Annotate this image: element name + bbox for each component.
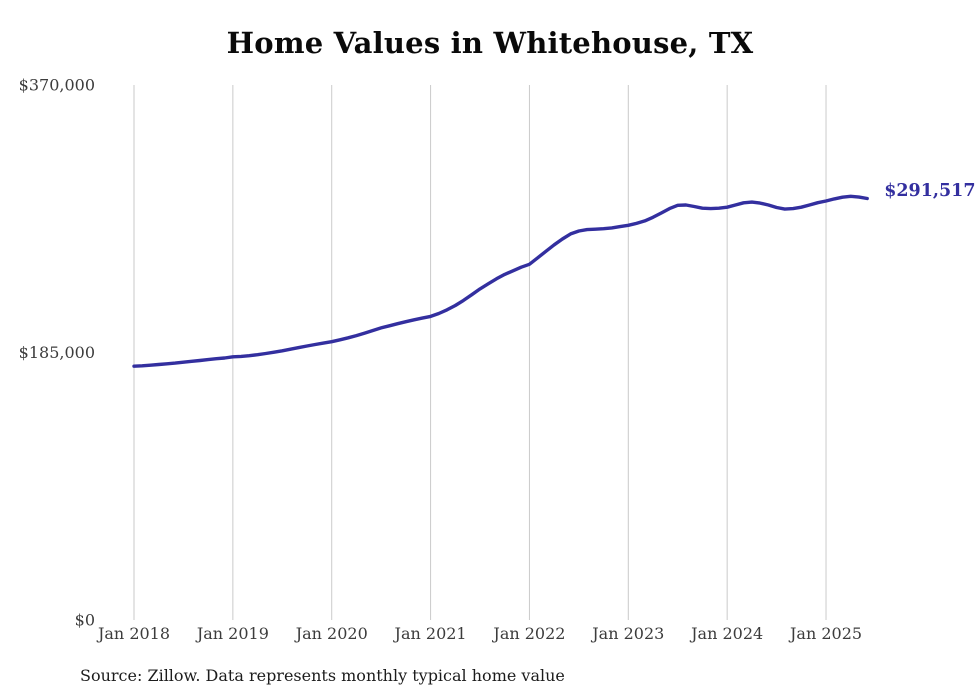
source-note: Source: Zillow. Data represents monthly … — [80, 666, 565, 685]
y-tick-label: $0 — [75, 611, 95, 630]
end-value-label: $291,517 — [884, 181, 975, 201]
y-tick-label: $370,000 — [19, 76, 95, 95]
x-tick-label: Jan 2021 — [393, 624, 467, 643]
chart-title: Home Values in Whitehouse, TX — [226, 26, 754, 60]
x-tick-label: Jan 2024 — [689, 624, 763, 643]
x-tick-label: Jan 2022 — [491, 624, 565, 643]
x-tick-label: Jan 2018 — [96, 624, 170, 643]
x-tick-label: Jan 2025 — [788, 624, 862, 643]
x-tick-label: Jan 2023 — [590, 624, 664, 643]
value-line — [132, 194, 869, 368]
x-tick-label: Jan 2019 — [195, 624, 269, 643]
x-tick-label: Jan 2020 — [294, 624, 368, 643]
y-tick-label: $185,000 — [19, 343, 95, 362]
